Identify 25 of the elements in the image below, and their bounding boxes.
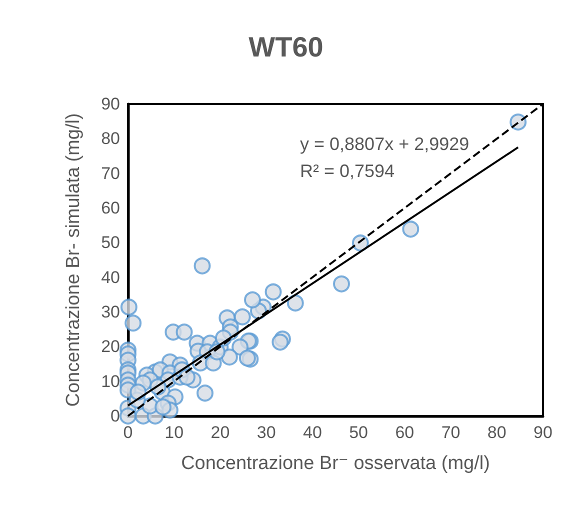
annotation: R² = 0,7594 [300,161,395,181]
chart-title: WT60 [248,32,324,62]
y-tick-label: 90 [101,94,120,114]
x-tick-label: 90 [534,423,552,442]
x-tick-label: 10 [164,423,184,442]
x-tick-label: 30 [256,423,276,442]
y-tick-label: 40 [101,268,120,287]
x-tick-label: 0 [123,423,133,442]
x-tick-label: 60 [395,423,414,442]
x-axis-title: Concentrazione Br⁻ osservata (mg/l) [181,453,490,474]
y-axis-title: Concentrazione Br- simulata (mg/l) [63,113,84,407]
y-tick-label: 50 [101,233,120,252]
x-tick-label: 40 [302,423,322,442]
x-tick-label: 70 [441,423,460,442]
y-tick-label: 10 [101,372,120,391]
y-tick-label: 20 [101,337,120,356]
x-tick-label: 80 [487,423,506,442]
y-tick-label: 0 [110,406,120,426]
y-tick-label: 30 [101,302,120,322]
x-tick-label: 20 [210,423,230,442]
x-tick-label: 50 [349,423,368,442]
y-tick-label: 80 [101,129,120,148]
annotation: y = 0,8807x + 2,9929 [300,134,470,154]
y-tick-label: 60 [101,198,120,218]
y-tick-label: 70 [101,164,120,183]
